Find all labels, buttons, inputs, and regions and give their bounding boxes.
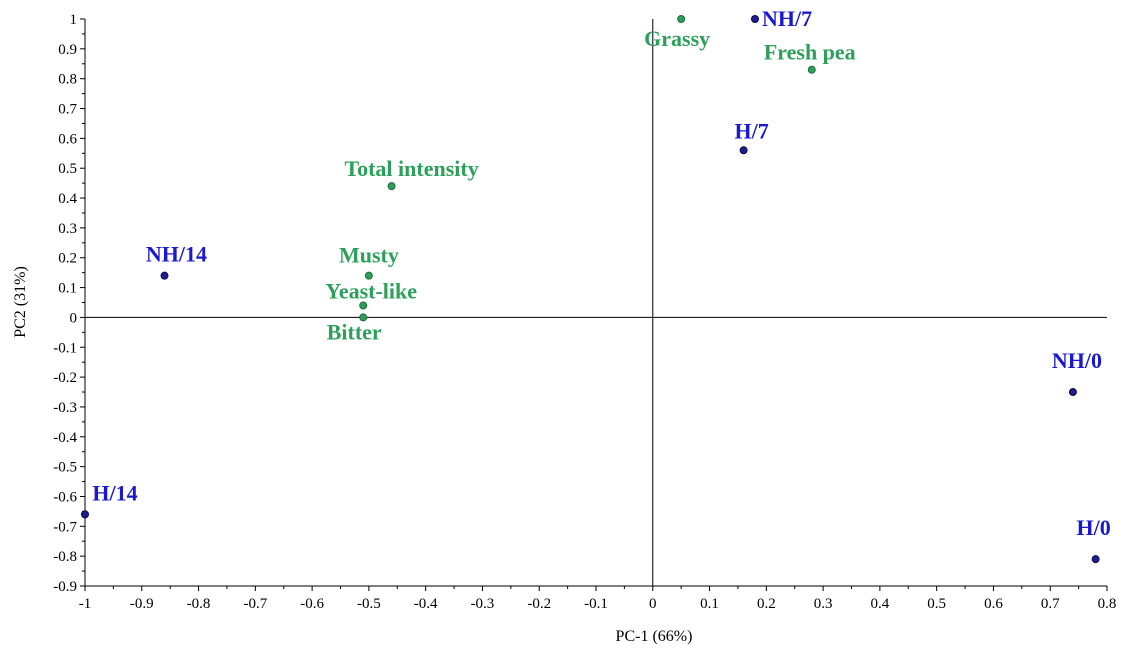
y-tick-label: 0.1 [58, 281, 77, 297]
sample-point-nh-14 [160, 271, 169, 280]
attribute-point-bitter [359, 313, 368, 322]
attribute-label-bitter: Bitter [327, 319, 382, 344]
x-tick-label: -1 [79, 596, 92, 612]
attribute-label-grassy: Grassy [644, 26, 710, 51]
x-tick-label: -0.8 [187, 596, 211, 612]
attribute-label-total-intensity: Total intensity [344, 156, 478, 181]
x-tick-label: 0.3 [814, 596, 833, 612]
data-points: NH/7 H/7 NH/14 NH/0 H/14 H/0 Grassy Fresh pea To… [81, 6, 1111, 564]
sample-label-nh-7: NH/7 [762, 6, 812, 31]
x-tick-label: -0.3 [471, 596, 495, 612]
attribute-point-fresh-pea [807, 65, 816, 74]
x-tick-label: -0.7 [243, 596, 267, 612]
attribute-point-grassy [677, 15, 686, 23]
y-tick-label: -0.3 [53, 400, 77, 416]
y-axis-label: PC2 (31%) [12, 266, 29, 338]
y-tick-label: 0.5 [58, 161, 77, 177]
x-tick-label: 0.5 [927, 596, 946, 612]
x-axis-label: PC-1 (66%) [616, 628, 693, 645]
y-tick-label: -0.9 [53, 579, 77, 595]
y-tick-label: 0.2 [58, 251, 77, 267]
sample-label-nh-14: NH/14 [146, 242, 207, 267]
y-tick-label: -0.4 [53, 430, 77, 446]
attribute-label-musty: Musty [339, 243, 399, 268]
y-tick-label: 0 [70, 310, 78, 326]
x-tick-label: -0.5 [357, 596, 381, 612]
y-tick-label: 0.3 [58, 221, 77, 237]
attribute-point-musty [364, 271, 373, 280]
y-tick-label: 0.8 [58, 72, 77, 88]
y-tick-label: -0.8 [53, 549, 77, 565]
sample-label-h-7: H/7 [735, 118, 769, 143]
attribute-label-fresh-pea: Fresh pea [764, 40, 856, 65]
y-tick-label: 0.6 [58, 131, 77, 147]
x-tick-label: 0.6 [984, 596, 1003, 612]
sample-label-h-0: H/0 [1077, 515, 1111, 540]
attribute-point-total-intensity [387, 182, 396, 191]
attribute-label-yeast-like: Yeast-like [325, 278, 417, 303]
x-tick-label: 0.1 [700, 596, 719, 612]
y-tick-label: -0.6 [53, 489, 77, 505]
x-tick-label: 0.7 [1041, 596, 1060, 612]
x-tick-label: -0.4 [414, 596, 438, 612]
y-tick-label: 0.4 [58, 191, 77, 207]
sample-point-nh-0 [1068, 388, 1077, 397]
sample-label-nh-0: NH/0 [1052, 348, 1102, 373]
x-tick-label: -0.1 [584, 596, 608, 612]
y-tick-label: -0.1 [53, 340, 77, 356]
y-tick-label: -0.2 [53, 370, 77, 386]
sample-point-h-14 [81, 510, 89, 519]
x-tick-label: 0.2 [757, 596, 776, 612]
x-tick-label: -0.6 [300, 596, 324, 612]
x-tick-label: 0 [649, 596, 657, 612]
x-tick-label: -0.9 [130, 596, 154, 612]
y-tick-label: 0.9 [58, 42, 77, 58]
y-tick-label: 1 [70, 12, 78, 28]
sample-point-h-7 [739, 146, 748, 155]
y-tick-label: 0.7 [58, 102, 77, 118]
sample-point-nh-7 [750, 15, 759, 23]
x-tick-label: 0.8 [1098, 596, 1117, 612]
y-tick-label: -0.7 [53, 519, 77, 535]
x-tick-label: -0.2 [527, 596, 551, 612]
sample-point-h-0 [1091, 555, 1100, 564]
y-tick-label: -0.5 [53, 460, 77, 476]
x-tick-label: 0.4 [871, 596, 890, 612]
attribute-point-yeast-like [359, 301, 368, 310]
sample-label-h-14: H/14 [92, 480, 137, 505]
axes: -1 -0.9 -0.8 -0.7 -0.6 -0.5 -0.4 -0.3 -0.2 -0.1 0 0… [53, 12, 1116, 612]
